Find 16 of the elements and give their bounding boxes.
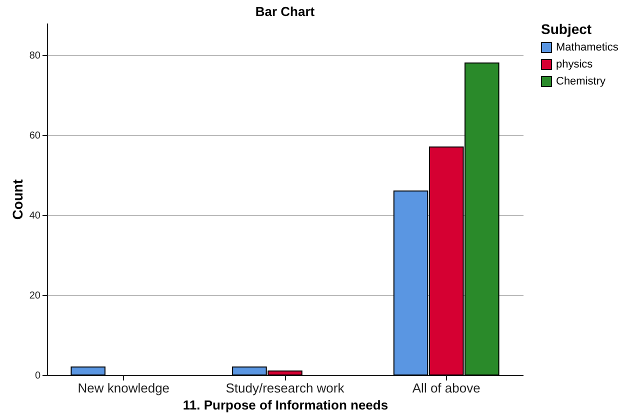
legend-label: Mathametics [556, 42, 619, 54]
x-axis-title: 11. Purpose of Information needs [182, 398, 388, 412]
y-tick-label: 0 [34, 370, 41, 382]
chart-title: Bar Chart [255, 4, 316, 19]
legend-label: Chemistry [556, 76, 606, 88]
bar [70, 366, 106, 376]
x-tick-label: All of above [412, 380, 480, 396]
y-tick-label: 80 [29, 50, 41, 62]
legend-title: Subject [541, 21, 592, 37]
legend-label: physics [556, 58, 594, 70]
x-tick-label: Study/research work [226, 380, 345, 396]
y-axis-title: Count [9, 178, 26, 220]
y-tick-label: 60 [29, 130, 41, 142]
x-tick-label: New knowledge [78, 380, 170, 396]
y-tick-label: 20 [29, 290, 41, 302]
y-tick-label: 40 [29, 210, 41, 222]
